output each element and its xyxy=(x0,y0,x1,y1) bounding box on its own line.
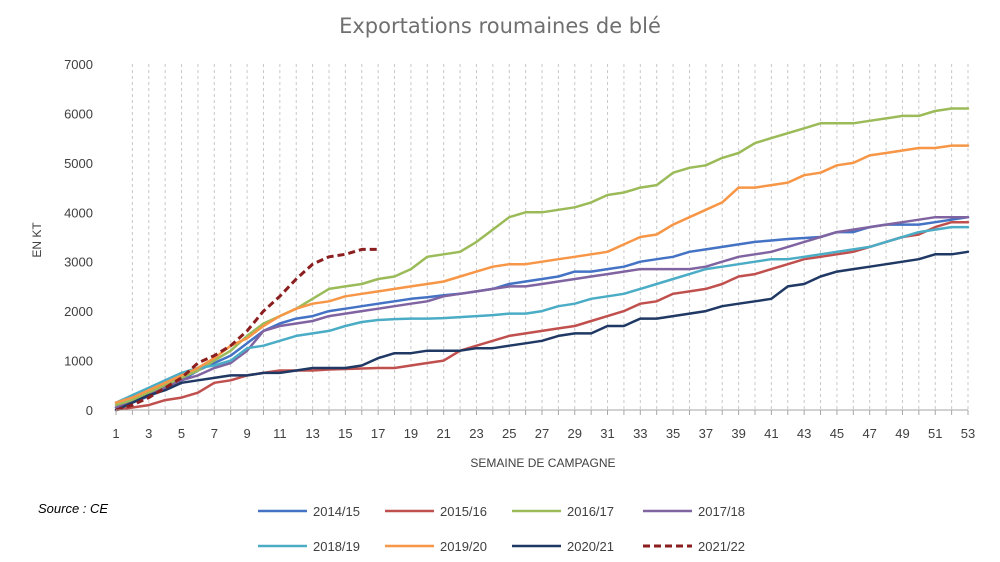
legend-label: 2019/20 xyxy=(440,539,487,554)
legend-label: 2018/19 xyxy=(313,539,360,554)
x-tick-label: 47 xyxy=(862,426,876,441)
x-tick-labels: 1 3 5 7 9 11 13 15 17 19 21 23 25 27 29 31 33 35 37 39 41 43 4… xyxy=(112,426,975,441)
x-tick-label: 25 xyxy=(502,426,516,441)
series-line-2016-17 xyxy=(114,107,970,407)
x-tick-label: 41 xyxy=(764,426,778,441)
axes xyxy=(115,409,969,415)
x-tick-label: 13 xyxy=(305,426,319,441)
x-tick-label: 21 xyxy=(436,426,450,441)
legend: 2014/15 2015/16 2016/17 2017/18 2018/19 2019/… xyxy=(258,504,745,554)
x-tick-label: 31 xyxy=(600,426,614,441)
y-tick-label: 3000 xyxy=(64,255,93,270)
y-tick-label: 2000 xyxy=(64,304,93,319)
x-tick-label: 33 xyxy=(633,426,647,441)
x-tick-label: 53 xyxy=(961,426,975,441)
series-line-2018-19 xyxy=(114,225,970,404)
legend-label: 2020/21 xyxy=(567,539,614,554)
x-tick-label: 37 xyxy=(699,426,713,441)
legend-label: 2021/22 xyxy=(698,539,745,554)
x-tick-label: 15 xyxy=(338,426,352,441)
series-line-2020-21 xyxy=(114,250,970,412)
x-tick-label: 39 xyxy=(731,426,745,441)
y-tick-label: 7000 xyxy=(64,57,93,72)
y-axis-label: EN KT xyxy=(30,222,44,258)
x-tick-label: 3 xyxy=(145,426,152,441)
series-line-2019-20 xyxy=(114,144,970,404)
x-tick-label: 49 xyxy=(895,426,909,441)
x-tick-label: 51 xyxy=(928,426,942,441)
x-tick-label: 23 xyxy=(469,426,483,441)
x-tick-label: 43 xyxy=(797,426,811,441)
series-lines xyxy=(114,107,970,412)
x-axis-label: SEMAINE DE CAMPAGNE xyxy=(470,456,615,470)
y-tick-labels: 0 1000 2000 3000 4000 5000 6000 7000 xyxy=(64,57,93,418)
y-tick-label: 6000 xyxy=(64,106,93,121)
y-tick-label: 4000 xyxy=(64,205,93,220)
x-tick-label: 9 xyxy=(243,426,250,441)
series-line-2017-18 xyxy=(114,215,970,409)
x-tick-label: 5 xyxy=(178,426,185,441)
legend-label: 2015/16 xyxy=(440,504,487,519)
y-tick-label: 0 xyxy=(86,403,93,418)
x-tick-label: 7 xyxy=(211,426,218,441)
x-tick-label: 11 xyxy=(273,426,287,441)
legend-label: 2016/17 xyxy=(567,504,614,519)
x-tick-label: 1 xyxy=(112,426,119,441)
y-tick-label: 1000 xyxy=(64,354,93,369)
series-line-2021-22 xyxy=(115,247,379,412)
x-tick-label: 19 xyxy=(404,426,418,441)
y-tick-label: 5000 xyxy=(64,156,93,171)
source-note: Source : CE xyxy=(38,501,108,516)
legend-label: 2014/15 xyxy=(313,504,360,519)
x-tick-label: 27 xyxy=(535,426,549,441)
legend-label: 2017/18 xyxy=(698,504,745,519)
x-tick-label: 29 xyxy=(568,426,582,441)
x-tick-label: 45 xyxy=(830,426,844,441)
x-tick-label: 17 xyxy=(371,426,385,441)
x-tick-label: 35 xyxy=(666,426,680,441)
chart-title: Exportations roumaines de blé xyxy=(339,14,661,38)
